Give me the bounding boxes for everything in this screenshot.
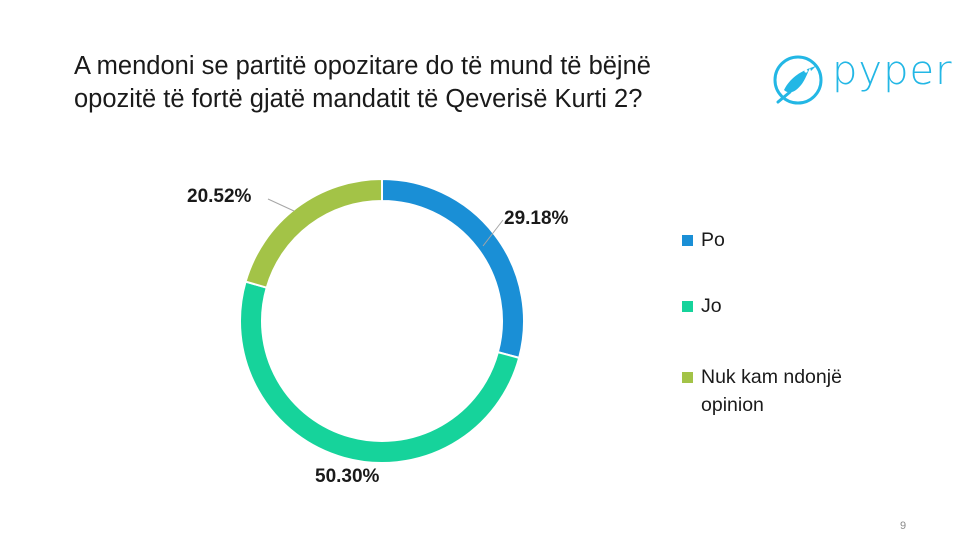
legend-swatch — [682, 235, 693, 246]
data-label: 20.52% — [187, 186, 252, 207]
data-label: 29.18% — [504, 208, 569, 229]
legend-item-po: Po — [682, 226, 891, 254]
logo-text: pyper — [832, 48, 953, 94]
legend-label: Nuk kam ndonjë opinion — [701, 366, 842, 416]
legend-swatch — [682, 372, 693, 383]
donut-slice-jo — [239, 280, 521, 465]
leader-line — [482, 219, 504, 247]
legend-item-nuk-kam-ndonje-opinion: Nuk kam ndonjë opinion — [682, 363, 891, 419]
legend-item-jo: Jo — [682, 292, 891, 320]
data-label: 50.30% — [315, 466, 380, 487]
page-number: 9 — [900, 520, 907, 532]
legend-label: Po — [701, 229, 725, 251]
legend-swatch — [682, 301, 693, 312]
slide-title: A mendoni se partitë opozitare do të mun… — [74, 52, 651, 113]
legend-label: Jo — [701, 295, 722, 317]
donut-slice-nuk-kam-ndonj-opinion — [244, 177, 383, 289]
bird-icon — [773, 55, 823, 105]
donut-slice-po — [381, 177, 525, 360]
pyper-logo: pyper — [770, 48, 960, 112]
leader-line — [267, 198, 295, 212]
